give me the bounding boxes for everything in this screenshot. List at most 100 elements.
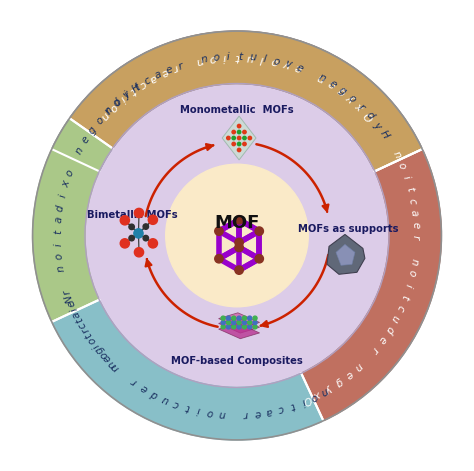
Text: H: H [378, 129, 391, 141]
Text: e: e [376, 334, 388, 345]
Text: t: t [184, 402, 191, 413]
Text: g: g [337, 85, 348, 97]
Text: u: u [249, 52, 256, 63]
Text: o: o [309, 391, 319, 403]
Text: o: o [406, 269, 417, 277]
Text: t: t [83, 331, 94, 340]
Polygon shape [219, 323, 260, 339]
Circle shape [237, 320, 241, 325]
Text: i: i [54, 243, 64, 246]
Text: a: a [71, 309, 82, 319]
Circle shape [134, 208, 144, 218]
Text: r: r [243, 409, 248, 419]
Text: e: e [164, 65, 174, 76]
Text: x: x [60, 180, 72, 188]
Text: n: n [408, 257, 419, 265]
Text: c: c [142, 75, 153, 87]
Text: d: d [55, 204, 66, 212]
Text: g: g [93, 344, 105, 355]
Circle shape [247, 325, 252, 329]
Text: t: t [54, 230, 64, 234]
Text: e: e [138, 382, 149, 394]
Text: t: t [74, 316, 85, 324]
Text: n: n [98, 110, 110, 122]
Text: i: i [196, 405, 201, 415]
Circle shape [242, 325, 246, 329]
Text: r: r [356, 102, 366, 112]
Circle shape [247, 316, 252, 320]
Text: r: r [129, 376, 139, 387]
Polygon shape [222, 116, 256, 160]
Text: a: a [148, 72, 158, 84]
Polygon shape [327, 235, 365, 274]
Circle shape [221, 316, 225, 320]
Text: n: n [391, 150, 402, 160]
Wedge shape [70, 31, 422, 171]
Text: H: H [130, 81, 142, 94]
Text: n: n [195, 55, 204, 66]
Circle shape [237, 130, 241, 134]
Text: o: o [206, 406, 214, 417]
Text: d: d [383, 324, 395, 335]
Circle shape [253, 320, 257, 325]
Circle shape [243, 136, 246, 140]
Text: n: n [200, 55, 208, 65]
Text: n: n [315, 72, 326, 84]
Circle shape [232, 320, 236, 325]
Text: c: c [394, 303, 406, 313]
Polygon shape [336, 244, 355, 265]
Text: t: t [404, 186, 415, 192]
Text: o: o [98, 349, 109, 360]
Text: O: O [363, 109, 376, 122]
Text: e: e [159, 66, 170, 78]
Text: Monometallic  MOFs: Monometallic MOFs [180, 105, 294, 115]
Circle shape [242, 316, 246, 320]
Circle shape [120, 239, 129, 248]
Circle shape [148, 239, 157, 248]
Text: n: n [56, 264, 67, 273]
Text: c: c [407, 197, 418, 204]
Text: o: o [212, 53, 220, 64]
Text: n: n [74, 145, 86, 156]
Text: g: g [87, 124, 99, 136]
Circle shape [221, 320, 225, 325]
Circle shape [143, 224, 148, 229]
Text: o: o [54, 252, 65, 260]
Circle shape [243, 130, 246, 134]
Text: e: e [327, 79, 338, 90]
Text: o: o [107, 101, 119, 113]
Text: r: r [80, 326, 91, 334]
Text: r: r [410, 235, 420, 239]
Text: i: i [91, 341, 101, 349]
Text: Bimetallic MOFs: Bimetallic MOFs [87, 210, 177, 219]
Text: MOF: MOF [214, 214, 260, 232]
Circle shape [232, 325, 236, 329]
Circle shape [232, 130, 236, 134]
Text: O: O [301, 393, 313, 406]
Circle shape [242, 320, 246, 325]
Text: o: o [346, 93, 358, 105]
Text: e: e [410, 221, 420, 228]
Text: i: i [227, 52, 230, 62]
Circle shape [237, 325, 241, 329]
Text: i: i [118, 94, 127, 104]
Text: a: a [54, 216, 64, 224]
Text: t: t [133, 82, 142, 93]
Text: a: a [265, 406, 273, 417]
Text: c: c [77, 320, 88, 330]
Text: n: n [103, 105, 115, 117]
Text: t: t [400, 293, 410, 300]
Text: MOF-based Composites: MOF-based Composites [171, 356, 303, 366]
Text: c: c [277, 403, 285, 414]
Circle shape [215, 227, 223, 236]
Circle shape [221, 325, 225, 329]
Text: o: o [64, 168, 75, 178]
Text: e: e [343, 369, 355, 381]
Text: c: c [172, 398, 180, 409]
Text: e: e [295, 63, 305, 74]
Text: d: d [364, 110, 375, 122]
Text: t: t [289, 400, 296, 411]
Text: l: l [263, 54, 267, 64]
Circle shape [129, 236, 134, 241]
Wedge shape [52, 31, 422, 171]
